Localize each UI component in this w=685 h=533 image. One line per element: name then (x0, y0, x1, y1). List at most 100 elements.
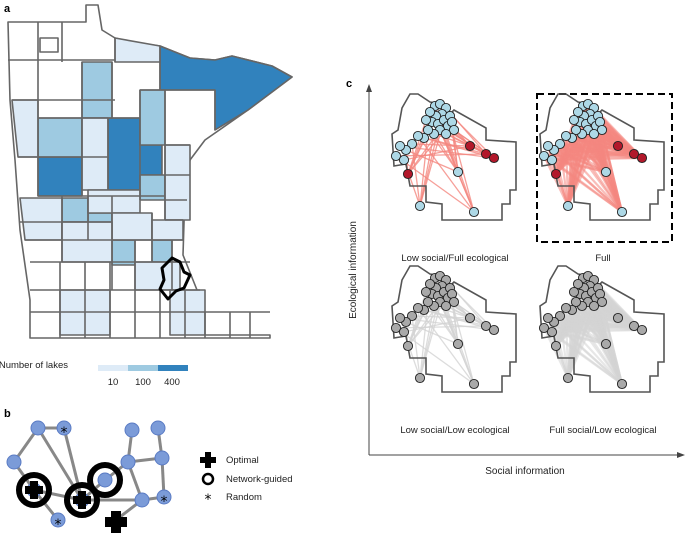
county-fill-c8 (61, 221, 113, 263)
county-fill-c7 (164, 144, 191, 221)
lake-node (560, 302, 572, 314)
legend-network-guided: Network-guided (226, 474, 293, 485)
infested-lake-node (628, 320, 640, 332)
lake-node (554, 138, 566, 150)
study-area-outline (158, 256, 192, 301)
panel-letter-a: a (4, 3, 11, 15)
scenario-map-1 (390, 93, 517, 221)
lake-node (542, 140, 554, 152)
lake-node (412, 130, 424, 142)
infested-lake-node (480, 320, 492, 332)
county-fill-c3 (81, 117, 109, 191)
panel-letter-c: c (346, 78, 352, 90)
infested-lake-node (550, 340, 562, 352)
county-fill-b8 (61, 197, 89, 223)
infested-lake-node (488, 324, 500, 336)
legend-tick-10: 10 (108, 377, 119, 388)
lake-node (596, 296, 608, 308)
lake-node (600, 338, 612, 350)
legend-swatch-high (158, 365, 188, 371)
lake-node (394, 140, 406, 152)
legend-swatch-mid (128, 365, 158, 371)
lake-node (468, 206, 480, 218)
infested-lake-node (464, 312, 476, 324)
infested-lake-node (612, 312, 624, 324)
lake-node (440, 300, 452, 312)
subplot-label-4: Full social/Low ecological (549, 425, 656, 436)
lake-node (452, 338, 464, 350)
lake-node (390, 150, 402, 162)
county-fill-c9 (134, 261, 181, 291)
lake-node (572, 106, 584, 118)
scenario-map-3 (390, 265, 517, 393)
y-axis-label: Ecological information (348, 221, 359, 319)
lake-node (588, 128, 600, 140)
lake-node (562, 372, 574, 384)
county-fill-b3 (139, 89, 166, 146)
legend-optimal: Optimal (226, 455, 259, 466)
lake-node (538, 150, 550, 162)
lake-node (398, 154, 410, 166)
county-fill-c12 (151, 219, 184, 241)
svg-text:*: * (55, 517, 62, 533)
lake-node (546, 154, 558, 166)
ring-icon (201, 472, 215, 486)
optimal-markers (25, 481, 127, 533)
lake-node (424, 106, 436, 118)
infested-lake-node (488, 152, 500, 164)
lake-node (412, 302, 424, 314)
infested-lake-node (550, 168, 562, 180)
lake-node (596, 124, 608, 136)
lake-node (414, 372, 426, 384)
lake-node (414, 200, 426, 212)
x-axis-label: Social information (485, 466, 564, 477)
lake-node (424, 278, 436, 290)
svg-text:*: * (161, 494, 168, 510)
plus-icon (200, 452, 216, 468)
example-network: * * * (6, 420, 172, 533)
lake-node (572, 278, 584, 290)
subplot-label-1: Low social/Full ecological (401, 253, 508, 264)
lake-node (568, 114, 580, 126)
county-fill-a3 (37, 156, 83, 197)
minnesota-county-map (7, 4, 293, 339)
lake-node (600, 166, 612, 178)
county-borders (8, 22, 270, 338)
county-fill-b7 (151, 239, 173, 263)
county-fill-c6 (111, 212, 153, 241)
lake-node (562, 200, 574, 212)
infested-lake-node (402, 340, 414, 352)
lake-node (448, 296, 460, 308)
infested-lake-node (464, 140, 476, 152)
network-guided-rings (16, 462, 123, 518)
legend-tick-100: 100 (135, 377, 151, 388)
subplot-label-3: Low social/Low ecological (400, 425, 509, 436)
lake-node (398, 326, 410, 338)
infested-lake-node (480, 148, 492, 160)
county-fill-b2 (37, 117, 83, 158)
county-fill-c4 (19, 197, 63, 241)
lake-node (570, 296, 582, 308)
lake-node (420, 114, 432, 126)
lake-count-legend: Number of lakes 10 100 400 (0, 360, 188, 388)
legend-tick-400: 400 (164, 377, 180, 388)
county-fill-b1 (81, 61, 113, 119)
lake-node (420, 286, 432, 298)
lake-node (538, 322, 550, 334)
infested-lake-node (636, 152, 648, 164)
lake-node (406, 138, 418, 150)
scenario-map-2 (538, 93, 665, 221)
asterisk-icon: * (205, 492, 212, 508)
lake-node (546, 326, 558, 338)
legend-title: Number of lakes (0, 360, 68, 371)
lake-node (452, 166, 464, 178)
infested-lake-node (402, 168, 414, 180)
scenario-map-4 (538, 265, 665, 393)
lake-node (560, 130, 572, 142)
svg-text:*: * (61, 425, 68, 441)
legend-swatch-low (98, 365, 128, 371)
lake-node (570, 124, 582, 136)
infested-lake-node (612, 140, 624, 152)
lake-node (422, 296, 434, 308)
infested-lake-node (628, 148, 640, 160)
